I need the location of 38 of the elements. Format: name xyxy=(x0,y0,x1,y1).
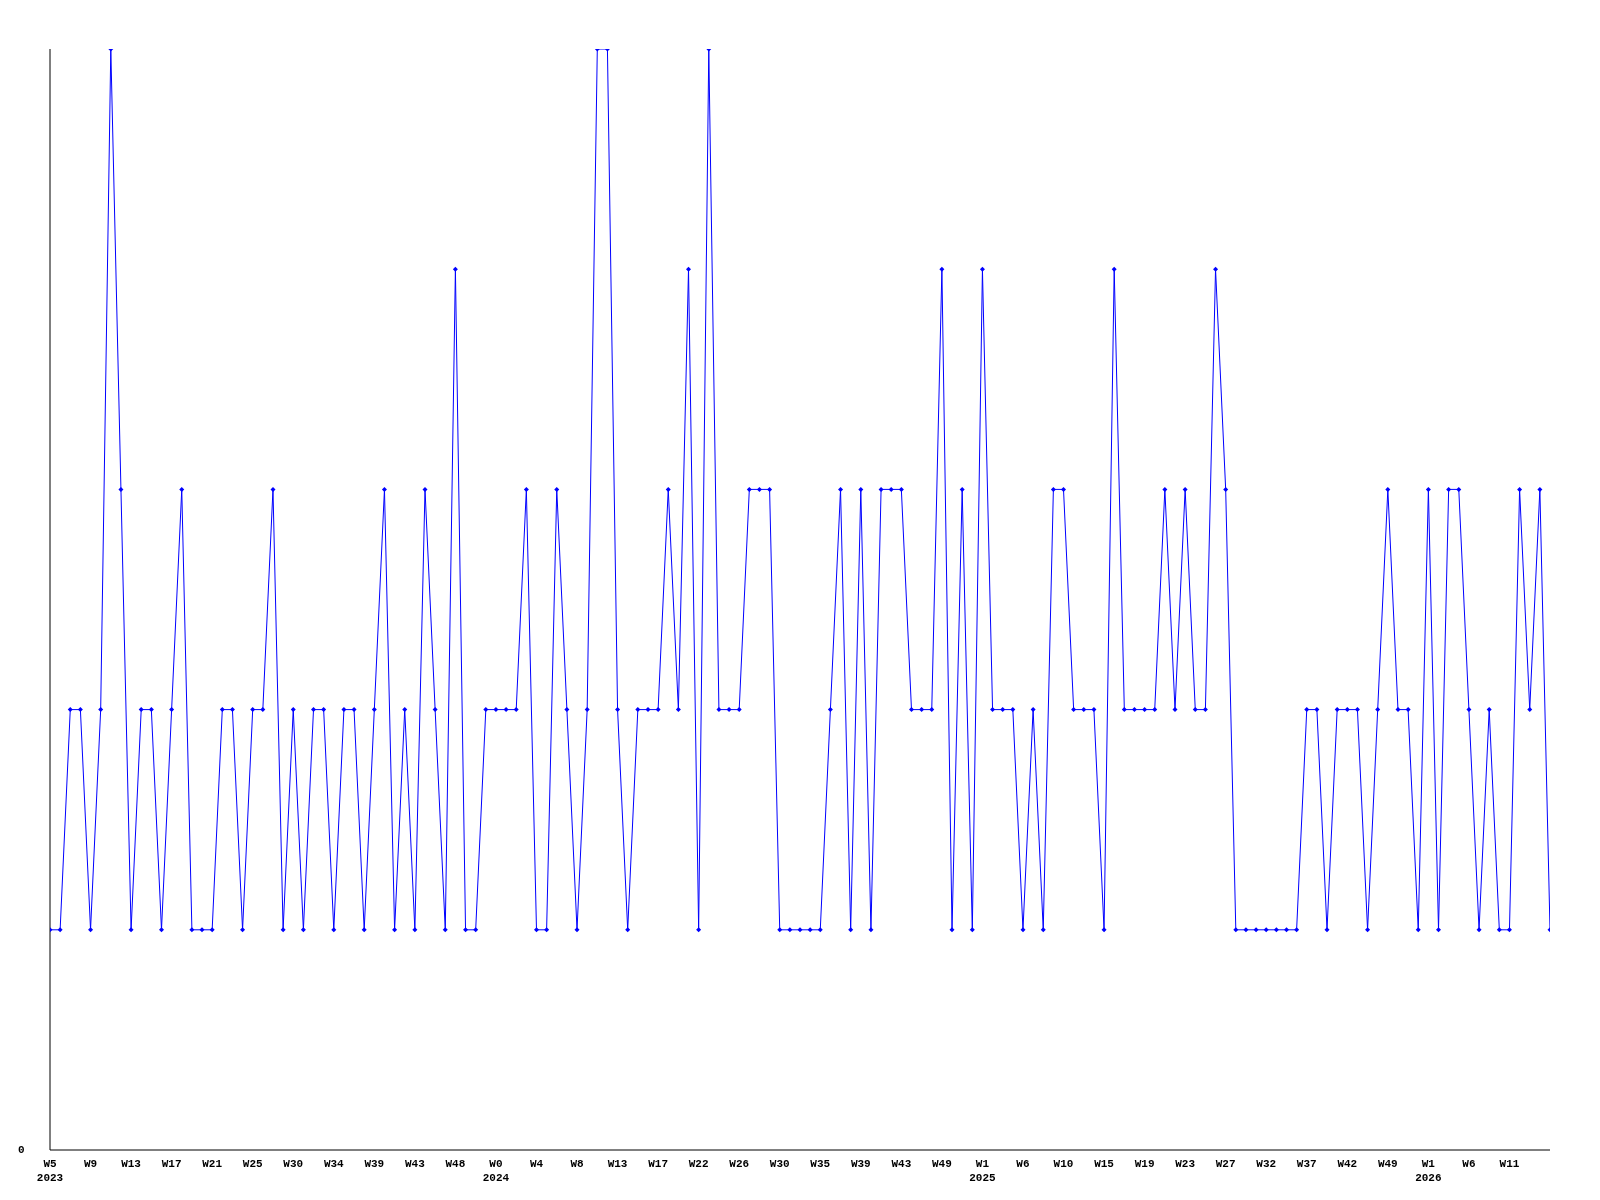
x-tick-label: W17 xyxy=(648,1158,669,1170)
x-tick-label: W6 xyxy=(1016,1158,1030,1170)
x-tick-label: W27 xyxy=(1215,1158,1236,1170)
x-tick-label: W39 xyxy=(364,1158,385,1170)
x-tick-label: W48 xyxy=(445,1158,466,1170)
x-tick-label: W1 2025 xyxy=(969,1158,997,1184)
x-tick-label: W42 xyxy=(1337,1158,1358,1170)
x-tick-label: W6 xyxy=(1462,1158,1476,1170)
x-tick-label: W21 xyxy=(202,1158,223,1170)
x-tick-label: W39 xyxy=(850,1158,871,1170)
x-tick-label: W26 xyxy=(729,1158,750,1170)
x-tick-label: W17 xyxy=(161,1158,182,1170)
x-tick-label: W9 xyxy=(83,1158,98,1170)
x-tick-label: W35 xyxy=(810,1158,831,1170)
x-tick-label: W25 xyxy=(242,1158,263,1170)
x-tick-label: W22 xyxy=(688,1158,709,1170)
x-tick-label: W34 xyxy=(323,1158,345,1170)
x-tick-label: W43 xyxy=(404,1158,426,1170)
x-tick-label: W49 xyxy=(931,1158,952,1170)
x-tick-label: W19 xyxy=(1134,1158,1155,1170)
x-tick-label: W15 xyxy=(1094,1158,1115,1170)
x-tick-label: W10 xyxy=(1053,1158,1074,1170)
x-tick-label: W37 xyxy=(1296,1158,1317,1170)
x-tick-label: W11 xyxy=(1499,1158,1520,1170)
x-tick-label: W5 2023 xyxy=(36,1158,64,1184)
x-tick-label: W13 xyxy=(121,1158,142,1170)
x-tick-label: W1 2026 xyxy=(1415,1158,1442,1184)
x-tick-label: W23 xyxy=(1175,1158,1196,1170)
x-tick-label: W30 xyxy=(769,1158,790,1170)
x-tick-label: W8 xyxy=(570,1158,585,1170)
x-tick-label: W43 xyxy=(891,1158,912,1170)
x-tick-label: W49 xyxy=(1377,1158,1398,1170)
text: 0 xyxy=(18,1144,25,1156)
x-tick-label: W4 xyxy=(529,1158,544,1170)
x-tick-label: W0 2024 xyxy=(482,1158,510,1184)
x-tick-label: W30 xyxy=(283,1158,304,1170)
x-tick-label: W13 xyxy=(607,1158,628,1170)
x-tick-label: W32 xyxy=(1256,1158,1277,1170)
